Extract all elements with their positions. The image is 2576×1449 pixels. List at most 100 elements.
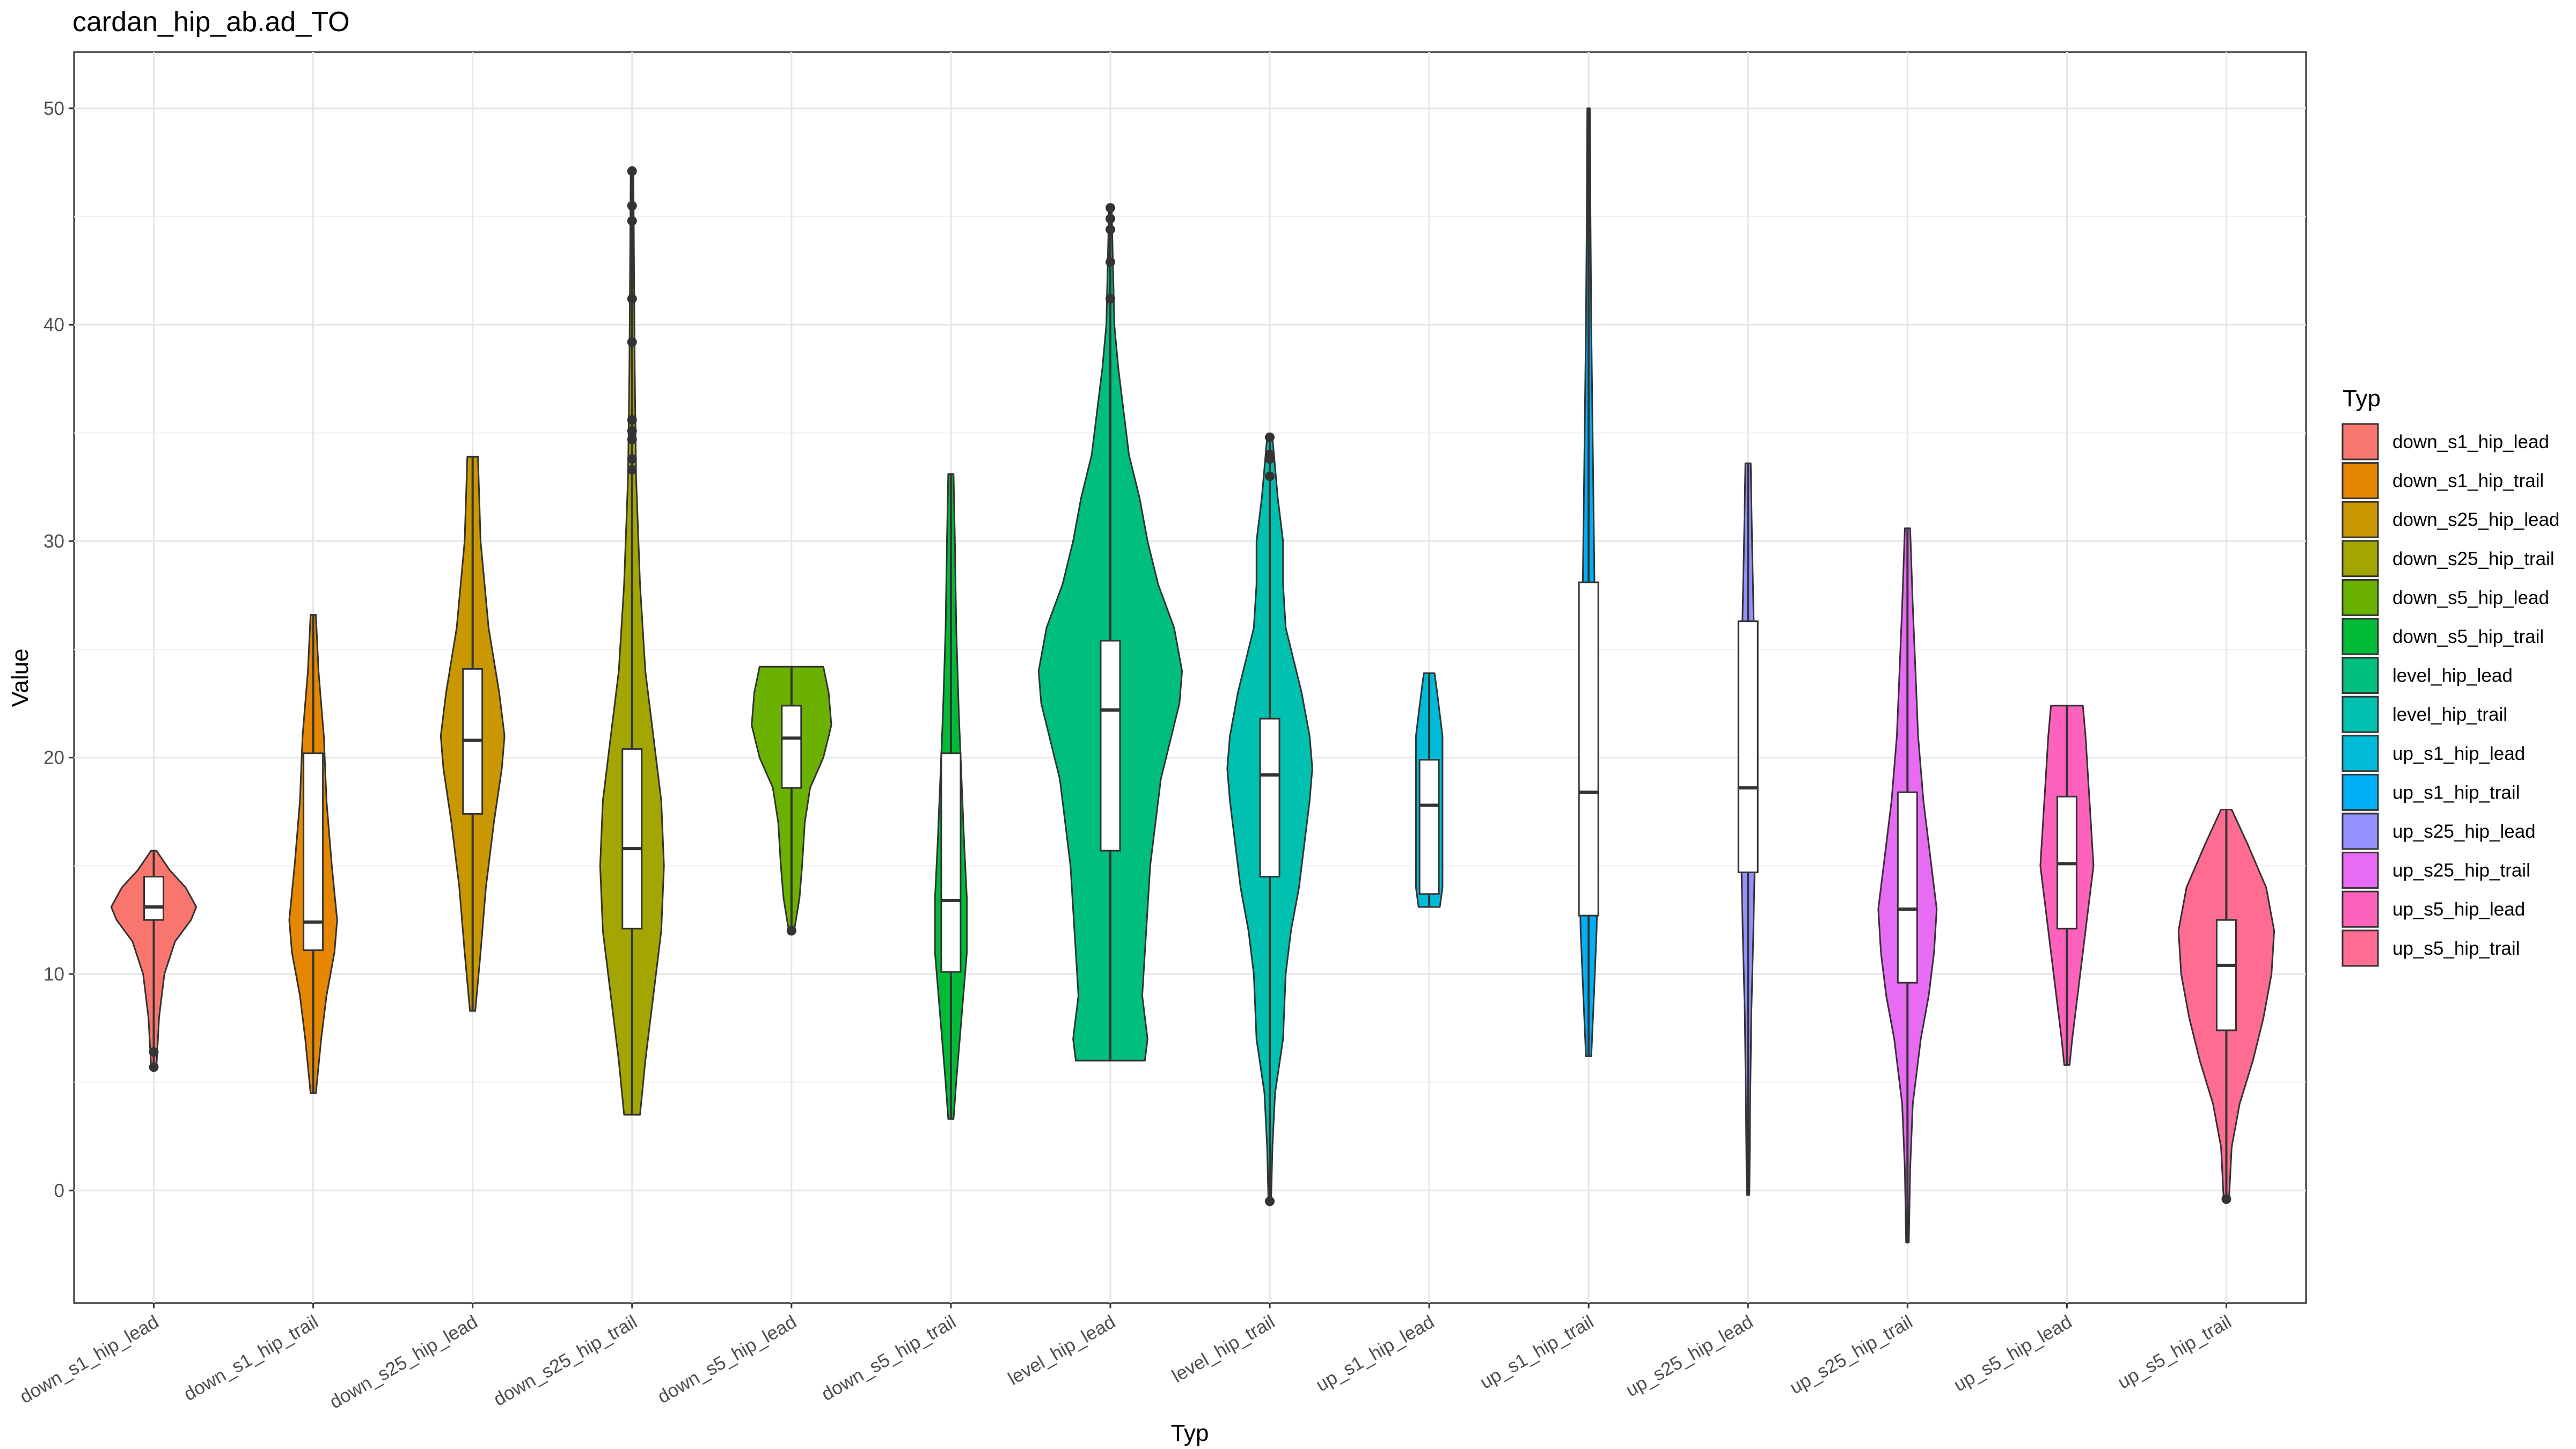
legend-item: up_s5_hip_trail — [2341, 930, 2520, 967]
outlier-point — [1105, 214, 1115, 224]
legend-items: down_s1_hip_lead down_s1_hip_trail down_s2… — [2341, 423, 2559, 967]
plot-panel — [73, 51, 2307, 1304]
legend-item: down_s1_hip_lead — [2341, 423, 2549, 460]
legend-label: up_s5_hip_trail — [2392, 938, 2520, 959]
legend-item: level_hip_trail — [2341, 696, 2507, 733]
y-tick-label: 30 — [43, 531, 64, 552]
box — [303, 752, 324, 952]
legend-label: down_s25_hip_lead — [2392, 509, 2559, 530]
legend-label: up_s1_hip_lead — [2392, 743, 2525, 764]
legend-swatch — [2341, 696, 2379, 733]
box — [2215, 919, 2237, 1031]
x-tick-label: up_s25_hip_lead — [1622, 1311, 1757, 1401]
x-tick-label: up_s5_hip_lead — [1950, 1311, 2076, 1395]
legend-label: down_s5_hip_lead — [2392, 587, 2549, 608]
x-tick-label: up_s5_hip_trail — [2114, 1311, 2235, 1393]
box — [781, 705, 802, 789]
outlier-point — [1105, 294, 1115, 304]
legend-swatch — [2341, 852, 2379, 889]
box — [1259, 718, 1280, 878]
x-axis: down_s1_hip_lead down_s1_hip_trail down_s2… — [16, 1303, 2235, 1413]
x-tick-label: down_s5_hip_trail — [818, 1311, 960, 1405]
outlier-point — [627, 454, 637, 464]
box — [940, 752, 962, 973]
legend-swatch — [2341, 930, 2379, 967]
box — [621, 748, 643, 930]
legend-swatch — [2341, 773, 2379, 811]
outlier-point — [2221, 1194, 2231, 1204]
outlier-point — [1265, 450, 1275, 460]
box — [1100, 640, 1121, 852]
outlier-point — [627, 294, 637, 304]
violin-up_s25_hip_trail — [1877, 527, 1938, 1243]
legend-label: level_hip_lead — [2392, 665, 2513, 686]
x-tick-label: down_s1_hip_lead — [16, 1311, 162, 1408]
violin-up_s1_hip_trail — [1578, 107, 1599, 1057]
y-axis: 0 10 20 30 40 50 — [43, 98, 74, 1201]
outlier-point — [1265, 432, 1275, 442]
violin-level_hip_lead — [1037, 203, 1183, 1062]
legend-item: down_s25_hip_lead — [2341, 501, 2559, 538]
outlier-point — [627, 426, 637, 436]
violin-down_s1_hip_trail — [288, 614, 338, 1094]
y-tick-label: 40 — [43, 314, 64, 335]
legend-title: Typ — [2343, 385, 2381, 412]
y-tick-label: 20 — [43, 748, 64, 769]
outlier-point — [1105, 257, 1115, 267]
legend-label: down_s1_hip_trail — [2392, 471, 2544, 492]
legend-item: up_s1_hip_trail — [2341, 773, 2520, 811]
violin-up_s25_hip_lead — [1737, 462, 1759, 1196]
legend-item: down_s5_hip_lead — [2341, 579, 2549, 616]
legend-item: up_s1_hip_lead — [2341, 735, 2525, 772]
violin-down_s25_hip_trail — [599, 166, 665, 1116]
legend-swatch — [2341, 735, 2379, 772]
legend-item: down_s25_hip_trail — [2341, 540, 2555, 577]
violin-up_s5_hip_lead — [2039, 705, 2095, 1066]
violin-down_s5_hip_trail — [934, 473, 968, 1120]
legend-label: up_s1_hip_trail — [2392, 782, 2520, 803]
x-tick-label: level_hip_lead — [1005, 1311, 1119, 1389]
legend-swatch — [2341, 540, 2379, 577]
x-tick-label: down_s25_hip_trail — [490, 1311, 641, 1410]
box — [1418, 759, 1440, 895]
legend: Typ down_s1_hip_lead down_s1_hip_traildow… — [2341, 385, 2559, 967]
box — [1897, 791, 1918, 984]
x-tick-label: down_s25_hip_lead — [326, 1311, 481, 1413]
legend-item: up_s25_hip_lead — [2341, 813, 2536, 850]
legend-item: down_s1_hip_trail — [2341, 462, 2544, 500]
outlier-point — [149, 1062, 159, 1072]
x-tick-label: up_s1_hip_lead — [1313, 1311, 1438, 1395]
violin-level_hip_trail — [1226, 432, 1313, 1206]
x-tick-label: level_hip_trail — [1168, 1311, 1278, 1387]
outlier-point — [149, 1047, 159, 1057]
legend-label: up_s5_hip_lead — [2392, 899, 2525, 920]
x-axis-title: Typ — [1171, 1420, 1209, 1446]
outlier-point — [1105, 203, 1115, 213]
box — [143, 876, 165, 921]
legend-item: up_s25_hip_trail — [2341, 852, 2530, 889]
legend-swatch — [2341, 423, 2379, 460]
x-tick-label: down_s5_hip_lead — [654, 1311, 800, 1408]
outlier-point — [627, 337, 637, 347]
violin-layer — [110, 107, 2275, 1243]
y-axis-title: Value — [7, 648, 33, 707]
legend-item: up_s5_hip_lead — [2341, 890, 2525, 928]
legend-label: level_hip_trail — [2392, 704, 2507, 725]
chart-title: cardan_hip_ab.ad_TO — [72, 6, 350, 38]
outlier-point — [1105, 224, 1115, 235]
outlier-point — [627, 434, 637, 444]
x-tick-label: up_s25_hip_trail — [1786, 1311, 1916, 1398]
outlier-point — [1265, 1196, 1275, 1206]
legend-swatch — [2341, 462, 2379, 500]
x-tick-label: down_s1_hip_trail — [180, 1311, 322, 1405]
outlier-point — [1265, 471, 1275, 481]
box — [1737, 620, 1759, 873]
legend-label: up_s25_hip_lead — [2392, 821, 2536, 842]
outlier-point — [627, 216, 637, 226]
outlier-point — [627, 166, 637, 176]
legend-label: down_s5_hip_trail — [2392, 626, 2544, 647]
legend-swatch — [2341, 657, 2379, 694]
y-tick-label: 50 — [43, 98, 64, 119]
legend-label: down_s25_hip_trail — [2392, 548, 2555, 569]
